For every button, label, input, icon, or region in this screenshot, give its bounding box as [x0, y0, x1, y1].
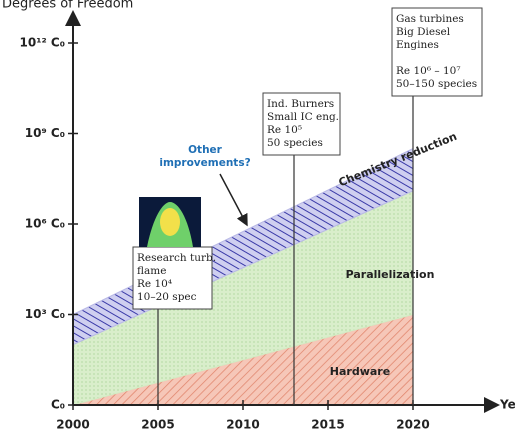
y-tick-label: C₀ [51, 398, 65, 412]
y-tick-label: 10⁹ C₀ [25, 126, 65, 140]
annotation-text: Re 10⁵ [267, 124, 302, 136]
x-tick-label: 2005 [141, 418, 174, 432]
callout: Other [188, 144, 223, 156]
annotation-text: 10–20 spec [137, 291, 197, 303]
simulation-image [160, 208, 180, 236]
annotation-text: 50–150 species [396, 78, 477, 90]
annotation-text: Engines [396, 39, 439, 51]
annotation-text: Re 10⁶ – 10⁷ [396, 65, 461, 77]
x-title: Year [499, 398, 515, 412]
annotation-text: 50 species [267, 137, 323, 149]
annotation-box [262, 92, 341, 156]
x-tick-label: 2000 [56, 418, 89, 432]
x-tick-label: 2015 [311, 418, 344, 432]
annotation-text: Big Diesel [396, 26, 451, 38]
series-label: Hardware [330, 365, 390, 378]
y-tick-label: 10¹² C₀ [20, 36, 65, 50]
annotation-text: Ind. Burners [267, 98, 334, 110]
y-tick-label: 10³ C₀ [25, 307, 65, 321]
y-tick-label: 10⁶ C₀ [25, 217, 65, 231]
callout-arrow [219, 173, 248, 227]
callout: improvements? [159, 157, 250, 169]
annotation-text: Small IC eng. [267, 111, 339, 123]
y-title: Degrees of Freedom [2, 0, 133, 12]
annotation-text: Research turb. [137, 252, 216, 264]
annotation-box [391, 7, 483, 97]
annotation-text: Re 10⁴ [137, 278, 172, 290]
series-label: Parallelization [346, 268, 435, 281]
annotation-text: flame [137, 265, 166, 277]
annotation-text: Gas turbines [396, 13, 464, 25]
x-tick-label: 2010 [226, 418, 259, 432]
x-tick-label: 2020 [396, 418, 429, 432]
